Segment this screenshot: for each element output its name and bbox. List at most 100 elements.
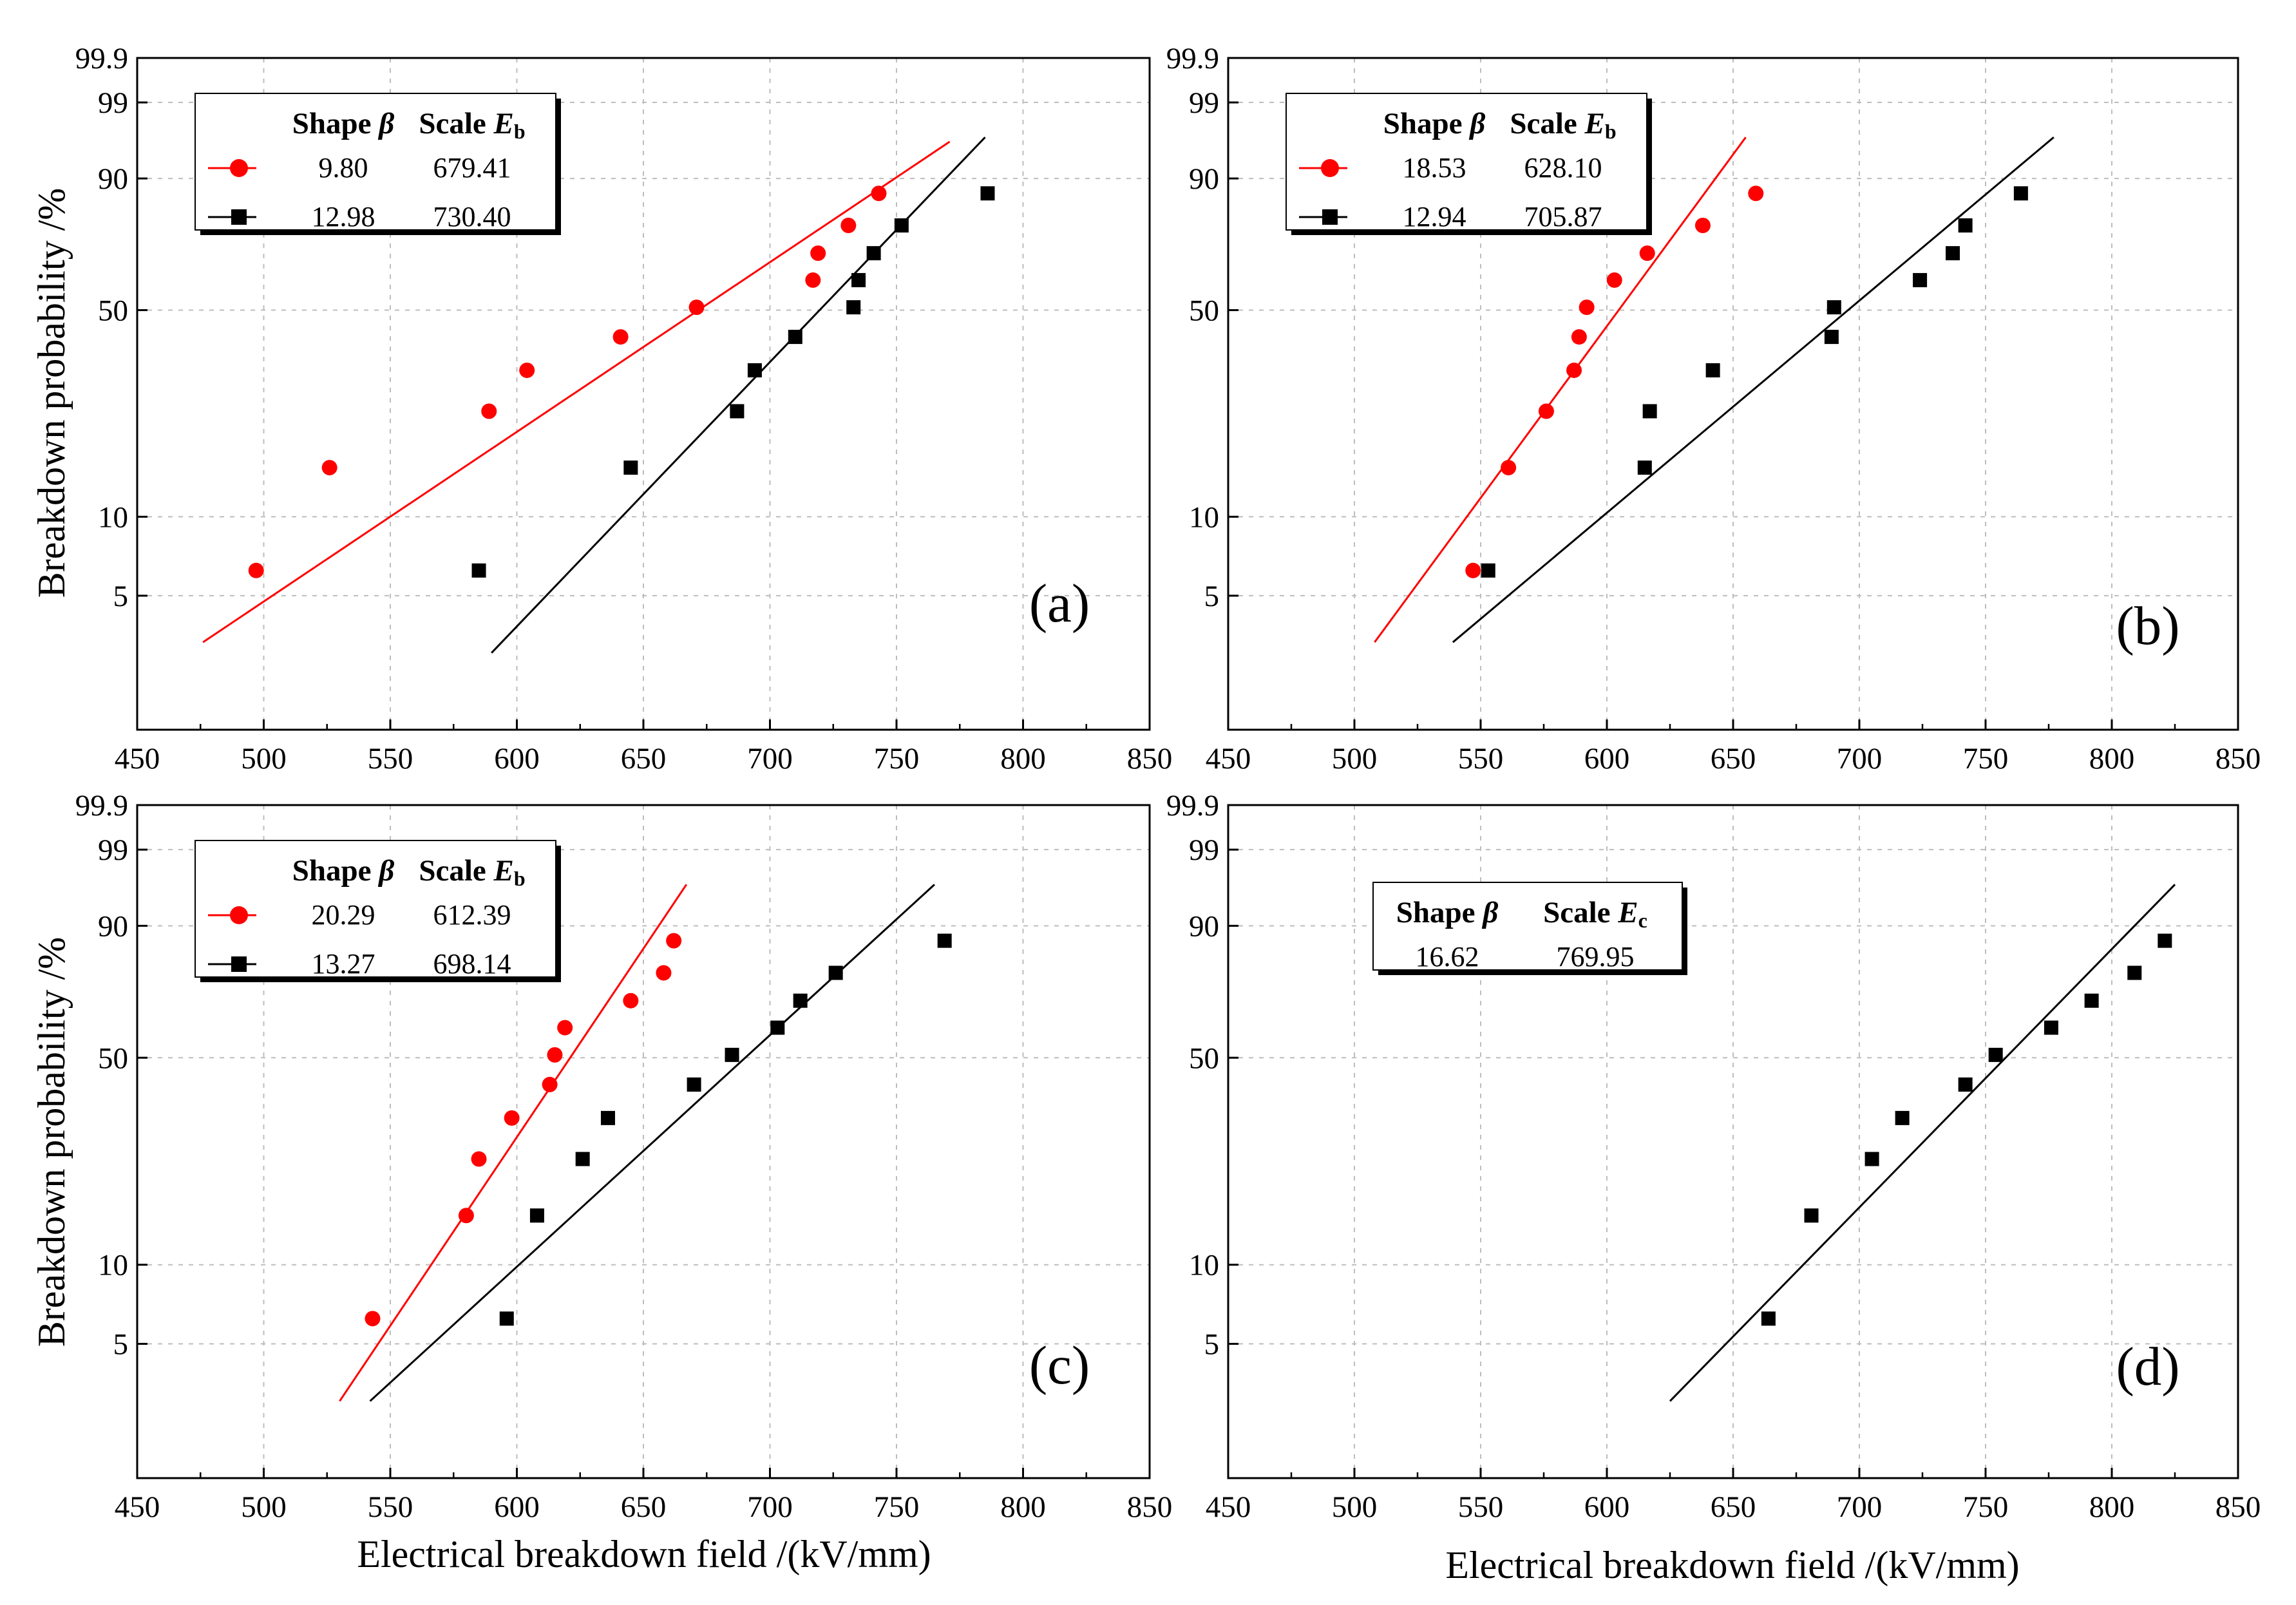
legend-header-shape: Shape β: [292, 854, 395, 888]
x-tick-label: 600: [494, 1490, 540, 1524]
data-point: [1958, 218, 1973, 233]
legend-header-shape: Shape β: [292, 107, 395, 140]
legend-header-shape: Shape β: [1383, 107, 1486, 140]
legend-header-scale: Scale Eb: [419, 107, 525, 143]
legend-marker: [231, 209, 247, 225]
data-point: [2084, 993, 2099, 1008]
panel-label: (d): [2116, 1336, 2179, 1397]
data-point: [1579, 299, 1595, 316]
y-tick-label: 90: [98, 909, 128, 943]
legend-shape-value: 13.27: [312, 948, 375, 980]
data-point: [1804, 1208, 1819, 1223]
x-tick-label: 850: [1127, 1490, 1173, 1524]
data-point: [481, 403, 497, 419]
fit-line: [1669, 884, 2176, 1402]
x-axis-title: Electrical breakdown field /(kV/mm): [357, 1533, 931, 1575]
legend-shape-value: 12.94: [1403, 201, 1466, 233]
panel-label: (b): [2116, 596, 2179, 656]
y-tick-label: 99.9: [75, 789, 128, 822]
y-tick-label: 99: [1189, 86, 1219, 120]
y-axis-title: Breakdown probability /%: [30, 188, 73, 598]
fit-line: [1452, 136, 2054, 643]
legend-box: [1286, 93, 1647, 231]
y-tick-label: 50: [98, 294, 128, 328]
data-point: [557, 1020, 573, 1036]
y-tick-label: 5: [1204, 1328, 1220, 1362]
data-point: [851, 272, 866, 287]
data-point: [504, 1110, 520, 1126]
data-point: [1465, 562, 1481, 578]
data-point: [1988, 1047, 2003, 1062]
y-tick-label: 99.9: [1166, 42, 1219, 75]
data-point: [1824, 330, 1839, 345]
x-tick-label: 800: [1000, 1490, 1046, 1524]
data-point: [666, 933, 682, 949]
y-tick-label: 90: [1189, 162, 1219, 196]
data-point: [937, 933, 952, 948]
x-tick-label: 550: [368, 742, 413, 775]
data-point: [725, 1047, 739, 1062]
legend-scale-value: 679.41: [433, 152, 511, 184]
x-tick-label: 450: [115, 742, 160, 775]
data-point: [519, 362, 535, 378]
legend-marker: [231, 956, 247, 972]
data-point: [623, 992, 639, 1009]
legend-shape-value: 20.29: [312, 899, 375, 931]
data-point: [600, 1110, 615, 1125]
legend-header-scale: Scale Ec: [1543, 896, 1647, 932]
legend-box: [1372, 882, 1683, 971]
data-point: [687, 1077, 701, 1092]
data-point: [1748, 185, 1764, 202]
data-point: [656, 965, 672, 981]
x-tick-label: 500: [1332, 1490, 1378, 1524]
data-point: [1864, 1152, 1879, 1166]
x-tick-label: 800: [2089, 1490, 2135, 1524]
y-tick-label: 90: [98, 162, 128, 196]
x-tick-label: 450: [1206, 1490, 1251, 1524]
data-point: [1946, 246, 1960, 261]
fit-line: [339, 884, 688, 1402]
data-point: [623, 461, 638, 475]
data-point: [471, 1151, 487, 1167]
data-point: [846, 300, 861, 315]
data-point: [248, 562, 264, 578]
legend-shape-value: 9.80: [319, 152, 368, 184]
x-tick-label: 550: [368, 1490, 413, 1524]
data-point: [980, 186, 995, 201]
data-point: [365, 1311, 381, 1327]
x-tick-label: 800: [2089, 742, 2135, 775]
data-point: [1913, 272, 1928, 287]
y-tick-label: 90: [1189, 909, 1219, 943]
x-tick-label: 500: [1332, 742, 1378, 775]
data-point: [1606, 272, 1622, 288]
data-point: [805, 272, 821, 288]
data-point: [1481, 563, 1495, 578]
x-tick-label: 750: [874, 742, 920, 775]
data-point: [1705, 363, 1720, 377]
data-point: [770, 1020, 785, 1035]
y-tick-label: 10: [1189, 500, 1219, 534]
data-point: [2013, 186, 2028, 201]
data-point: [2158, 933, 2172, 948]
data-point: [471, 563, 486, 578]
data-point: [894, 218, 909, 233]
legend-scale-value: 705.87: [1524, 201, 1602, 233]
panel-label: (c): [1029, 1335, 1090, 1396]
data-point: [542, 1076, 558, 1092]
x-tick-label: 600: [1584, 1490, 1630, 1524]
legend-marker: [1321, 159, 1339, 177]
x-tick-label: 650: [1711, 1490, 1756, 1524]
legend-box: [194, 93, 556, 231]
data-point: [321, 460, 337, 476]
data-point: [788, 330, 802, 345]
y-tick-label: 99: [98, 833, 128, 867]
x-axis-title: Electrical breakdown field /(kV/mm): [1445, 1544, 2019, 1586]
x-tick-label: 700: [1837, 1490, 1883, 1524]
legend-scale-value: 769.95: [1557, 941, 1635, 973]
data-point: [458, 1208, 474, 1224]
y-tick-label: 5: [113, 580, 129, 613]
x-tick-label: 750: [1963, 1490, 2009, 1524]
x-tick-label: 650: [1711, 742, 1756, 775]
legend-box: [194, 840, 556, 978]
